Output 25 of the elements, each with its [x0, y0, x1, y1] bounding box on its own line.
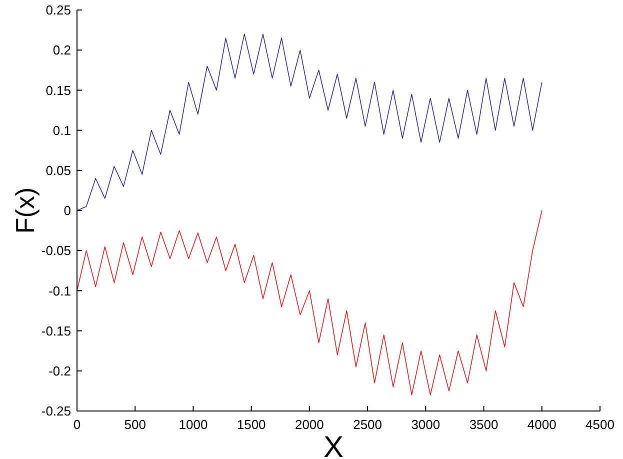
line-series [76, 210, 542, 396]
x-axis-title: X [323, 431, 344, 459]
x-tick-label: 500 [124, 417, 146, 432]
x-tick-label: 2500 [353, 417, 382, 432]
x-tick-label: 4000 [527, 417, 556, 432]
x-tick-label: 4500 [586, 417, 614, 432]
x-tick-label: 3000 [411, 417, 440, 432]
line-series [76, 34, 542, 211]
y-tick-label: 0.25 [46, 2, 71, 18]
y-tick-label: 0 [64, 203, 71, 218]
y-tick-label: -0.15 [41, 323, 71, 338]
y-axis-title: F(x) [10, 187, 40, 234]
x-tick-label: 3500 [469, 417, 498, 432]
y-tick-label: -0.25 [41, 404, 71, 419]
y-tick-label: -0.05 [41, 243, 71, 258]
y-tick-label: 0.05 [46, 162, 71, 178]
y-tick-label: -0.1 [48, 283, 71, 298]
x-tick-label: 2000 [294, 417, 324, 432]
y-tick-label: 0.15 [46, 82, 71, 98]
x-tick-label: 0 [73, 417, 81, 432]
y-tick-label: 0.1 [52, 122, 71, 138]
x-tick-label: 1000 [178, 417, 208, 432]
y-tick-label: 0.2 [52, 42, 71, 58]
x-tick-label: 1500 [236, 417, 266, 432]
y-tick-label: -0.2 [48, 363, 71, 378]
